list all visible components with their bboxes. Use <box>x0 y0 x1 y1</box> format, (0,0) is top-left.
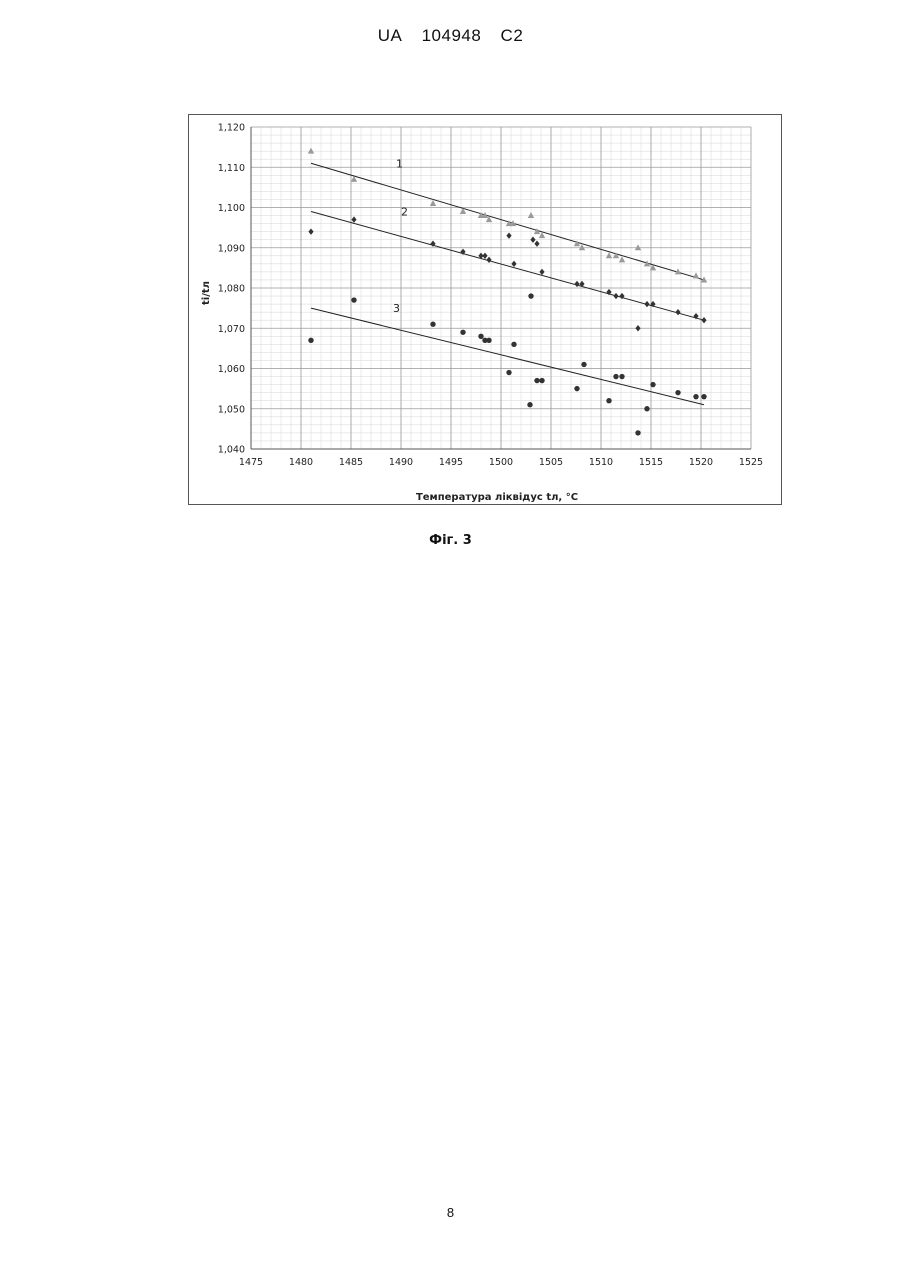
series-1-point <box>579 244 585 250</box>
x-tick-label: 1490 <box>389 457 413 468</box>
y-tick-labels: 1,040 1,050 1,060 1,070 1,080 1,090 1,100 1,110… <box>218 123 245 456</box>
series-2-point <box>675 309 680 315</box>
y-tick-label: 1,050 <box>218 404 245 415</box>
y-tick-label: 1,110 <box>218 163 245 174</box>
series-1-point <box>539 232 545 238</box>
series-3-point <box>581 362 586 367</box>
series-2-point <box>574 281 579 287</box>
series-label-3: 3 <box>393 302 400 315</box>
series-2-point <box>701 317 706 323</box>
series-3-point <box>527 402 532 407</box>
figure-caption: Фіг. 3 <box>0 533 901 548</box>
series-2-point <box>539 269 544 275</box>
series-3-point <box>486 338 491 343</box>
series-2-point <box>511 261 516 267</box>
series-2-point <box>308 228 313 234</box>
series-3-point <box>430 322 435 327</box>
series-2-point <box>644 301 649 307</box>
scatter-chart: 1475 1480 1485 1490 1495 1500 1505 1510 1515 1520… <box>189 115 783 506</box>
x-tick-label: 1505 <box>539 457 563 468</box>
series-3-point <box>574 386 579 391</box>
trend-line-3 <box>311 308 704 405</box>
x-tick-label: 1480 <box>289 457 313 468</box>
x-tick-label: 1495 <box>439 457 463 468</box>
series-label-2: 2 <box>401 206 408 219</box>
series-3-point <box>650 382 655 387</box>
x-tick-label: 1515 <box>639 457 663 468</box>
y-tick-label: 1,090 <box>218 243 245 254</box>
series-1-point <box>693 272 699 278</box>
series-3-point <box>675 390 680 395</box>
series-3-point <box>619 374 624 379</box>
series-2-point <box>351 216 356 222</box>
series-label-1: 1 <box>396 157 403 170</box>
x-tick-label: 1500 <box>489 457 513 468</box>
series-3-point <box>460 330 465 335</box>
series-3-point <box>528 293 533 298</box>
series-3-point <box>351 297 356 302</box>
series-3-point <box>511 342 516 347</box>
page-number: 8 <box>0 1205 901 1220</box>
series-3-point <box>534 378 539 383</box>
figure-frame: 1475 1480 1485 1490 1495 1500 1505 1510 1515 1520… <box>188 114 782 505</box>
series-1-point <box>619 256 625 262</box>
series-3-point <box>701 394 706 399</box>
header-country: UA <box>378 26 403 45</box>
series-3-point <box>308 338 313 343</box>
x-tick-label: 1485 <box>339 457 363 468</box>
series-3-point <box>539 378 544 383</box>
series-1-point <box>635 244 641 250</box>
series-1-point <box>528 212 534 218</box>
y-axis-label: ti/tл <box>201 281 212 305</box>
trend-line-1 <box>311 163 704 280</box>
x-axis-label: Температура ліквідус tл, °C <box>416 492 578 503</box>
y-tick-label: 1,120 <box>218 123 245 134</box>
x-tick-label: 1520 <box>689 457 713 468</box>
series-3-point <box>635 430 640 435</box>
y-tick-label: 1,040 <box>218 445 245 456</box>
series-3-point <box>606 398 611 403</box>
series-2-point <box>482 253 487 259</box>
y-tick-label: 1,070 <box>218 324 245 335</box>
x-tick-label: 1510 <box>589 457 613 468</box>
series-2-point <box>635 325 640 331</box>
y-tick-label: 1,060 <box>218 364 245 375</box>
header-number: 104948 <box>422 26 482 45</box>
series-3-point <box>693 394 698 399</box>
x-tick-labels: 1475 1480 1485 1490 1495 1500 1505 1510 1515 1520… <box>239 457 763 468</box>
series-3-point <box>506 370 511 375</box>
header-kind: C2 <box>501 26 524 45</box>
series-3-point <box>644 406 649 411</box>
x-tick-label: 1475 <box>239 457 263 468</box>
x-tick-label: 1525 <box>739 457 763 468</box>
series-3-point <box>478 334 483 339</box>
y-tick-label: 1,100 <box>218 203 245 214</box>
series-1-point <box>308 148 314 154</box>
series-2-point <box>534 241 539 247</box>
patent-header: UA 104948 C2 <box>0 26 901 46</box>
series-2-point <box>613 293 618 299</box>
series-3-point <box>613 374 618 379</box>
y-tick-label: 1,080 <box>218 284 245 295</box>
